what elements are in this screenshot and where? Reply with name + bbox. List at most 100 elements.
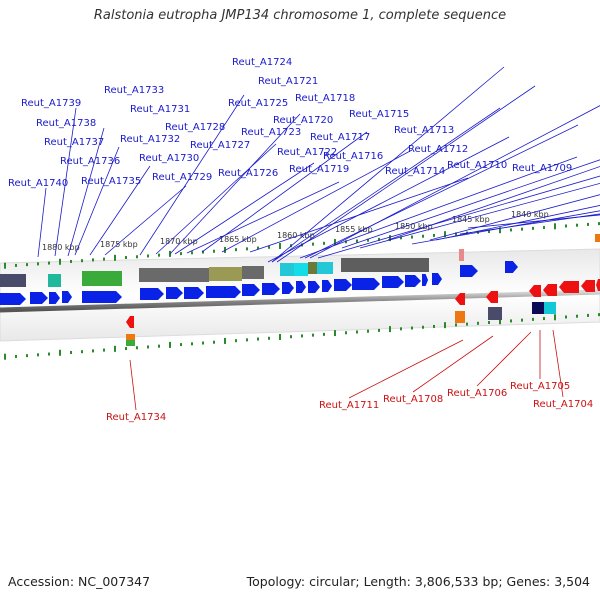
- gene-label-bottom[interactable]: Reut_A1706: [447, 388, 507, 399]
- leader-line: [155, 143, 277, 255]
- leader-line: [341, 159, 600, 249]
- tick-top: [4, 262, 6, 269]
- leader-line: [429, 194, 600, 241]
- tick-bottom: [70, 350, 72, 354]
- gene-label-top[interactable]: Reut_A1721: [258, 76, 318, 87]
- gene-label-top[interactable]: Reut_A1717: [310, 132, 370, 143]
- gene-label-top[interactable]: Reut_A1718: [295, 93, 355, 104]
- block-green-2: [126, 340, 135, 346]
- tick-top: [246, 247, 248, 251]
- gene-arrow-reverse: [529, 285, 541, 297]
- gene-label-top[interactable]: Reut_A1716: [323, 151, 383, 162]
- gene-label-top[interactable]: Reut_A1737: [44, 137, 104, 148]
- gene-label-top[interactable]: Reut_A1740: [8, 178, 68, 189]
- gene-label-top[interactable]: Reut_A1712: [408, 144, 468, 155]
- tick-top: [191, 251, 193, 255]
- leader-line: [412, 335, 494, 393]
- gene-label-top[interactable]: Reut_A1725: [228, 98, 288, 109]
- gene-labels-top: Reut_A1724 Reut_A1721 Reut_A1718 Reut_A1725…: [8, 57, 600, 263]
- gene-label-top[interactable]: Reut_A1732: [120, 134, 180, 145]
- tick-top: [411, 235, 413, 239]
- leader-line: [37, 187, 47, 258]
- tick-bottom: [114, 345, 116, 352]
- gene-label-top[interactable]: Reut_A1709: [512, 163, 572, 174]
- gene-label-top[interactable]: Reut_A1727: [190, 140, 250, 151]
- tick-top: [532, 226, 534, 230]
- gene-arrow-forward: [140, 288, 164, 300]
- gene-label-top[interactable]: Reut_A1724: [232, 57, 292, 68]
- kbp-label: 1855 kbp: [335, 225, 373, 234]
- leader-line: [186, 181, 340, 254]
- kbp-label: 1850 kbp: [395, 222, 433, 231]
- gene-label-top[interactable]: Reut_A1730: [139, 153, 199, 164]
- block-slate: [0, 274, 26, 287]
- block-slate-2: [488, 307, 502, 320]
- tick-bottom: [400, 327, 402, 331]
- gene-label-top[interactable]: Reut_A1729: [152, 172, 212, 183]
- tick-top: [70, 259, 72, 263]
- tick-bottom: [444, 322, 446, 329]
- gene-label-top[interactable]: Reut_A1719: [289, 164, 349, 175]
- gene-arrow-reverse: [126, 316, 134, 328]
- tick-bottom: [48, 352, 50, 356]
- tick-top: [92, 258, 94, 262]
- gene-label-bottom[interactable]: Reut_A1734: [106, 412, 166, 423]
- gene-label-top[interactable]: Reut_A1720: [273, 115, 333, 126]
- tick-bottom: [4, 353, 6, 360]
- tick-bottom: [136, 346, 138, 350]
- tick-top: [345, 240, 347, 244]
- leader-line: [276, 85, 536, 263]
- gene-label-bottom[interactable]: Reut_A1708: [383, 394, 443, 405]
- gene-label-top[interactable]: Reut_A1735: [81, 176, 141, 187]
- tick-top: [378, 237, 380, 241]
- gene-label-top[interactable]: Reut_A1738: [36, 118, 96, 129]
- forward-genes: [0, 261, 518, 305]
- leader-line: [67, 127, 105, 257]
- tick-top: [37, 262, 39, 266]
- kbp-labels: 1880 kbp 1875 kbp 1870 kbp 1865 kbp 1860 kbp…: [42, 210, 549, 252]
- gene-arrow-forward: [505, 261, 518, 273]
- tick-bottom: [587, 313, 589, 317]
- tick-bottom: [345, 331, 347, 335]
- gene-arrow-forward: [184, 287, 204, 299]
- tick-bottom: [257, 337, 259, 341]
- gene-label-top[interactable]: Reut_A1713: [394, 125, 454, 136]
- tick-bottom: [191, 342, 193, 346]
- block-orange: [455, 311, 465, 323]
- gene-label-top[interactable]: Reut_A1714: [385, 166, 445, 177]
- gene-label-top[interactable]: Reut_A1722: [277, 147, 337, 158]
- gene-label-top[interactable]: Reut_A1736: [60, 156, 120, 167]
- tick-top: [26, 263, 28, 267]
- gene-arrow-forward: [62, 291, 72, 303]
- tick-bottom: [92, 349, 94, 353]
- gene-label-top[interactable]: Reut_A1726: [218, 168, 278, 179]
- tick-top: [510, 228, 512, 232]
- kbp-label: 1865 kbp: [219, 235, 257, 244]
- leader-line: [387, 166, 600, 241]
- tick-top: [81, 259, 83, 263]
- gene-label-top[interactable]: Reut_A1715: [349, 109, 409, 120]
- gene-label-top[interactable]: Reut_A1733: [104, 85, 164, 96]
- gene-label-bottom[interactable]: Reut_A1704: [533, 399, 593, 410]
- kbp-label: 1875 kbp: [100, 240, 138, 249]
- block-green: [82, 271, 122, 286]
- gene-label-top[interactable]: Reut_A1710: [447, 160, 507, 171]
- block-orange-2: [126, 334, 135, 340]
- block-cyan-4: [544, 302, 556, 314]
- gene-label-bottom[interactable]: Reut_A1711: [319, 400, 379, 411]
- gene-arrow-reverse: [581, 280, 595, 292]
- gene-arrow-forward: [242, 284, 260, 296]
- gene-arrow-reverse: [596, 279, 600, 291]
- tick-top: [400, 236, 402, 240]
- leader-line: [249, 177, 469, 253]
- gene-label-bottom[interactable]: Reut_A1705: [510, 381, 570, 392]
- tick-top: [565, 224, 567, 228]
- gene-label-top[interactable]: Reut_A1739: [21, 98, 81, 109]
- gene-label-top[interactable]: Reut_A1723: [241, 127, 301, 138]
- chromosome-backbone: [0, 289, 600, 313]
- tick-bottom: [510, 319, 512, 323]
- gene-arrow-forward: [30, 292, 48, 304]
- gene-label-top[interactable]: Reut_A1728: [165, 122, 225, 133]
- tick-bottom: [334, 330, 336, 337]
- gene-label-top[interactable]: Reut_A1731: [130, 104, 190, 115]
